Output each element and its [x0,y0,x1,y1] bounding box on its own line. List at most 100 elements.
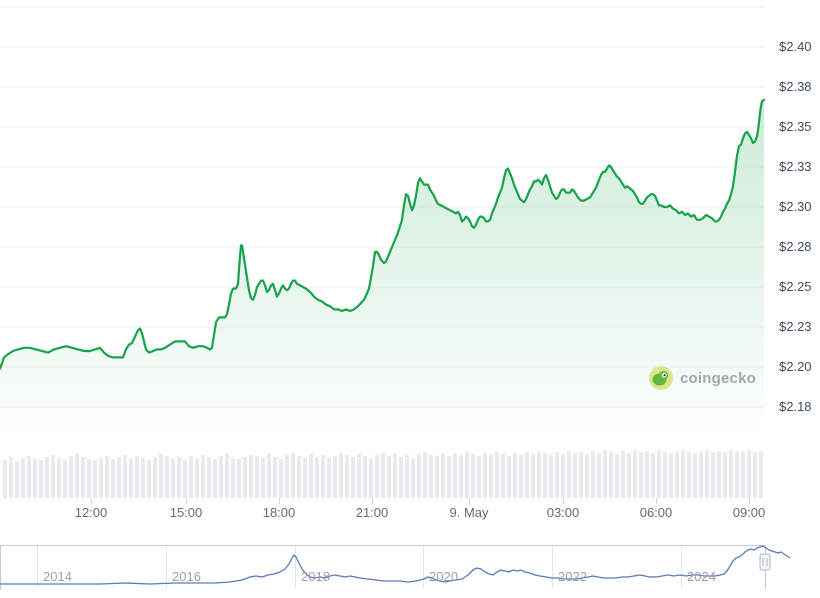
volume-bar [333,456,337,498]
time-axis-label: 03:00 [546,505,580,520]
time-axis-label: 09:00 [732,505,766,520]
volume-bar [21,458,25,498]
navigator-series-line [0,545,791,585]
time-axis-label: 9. May [449,505,489,520]
volume-bar [3,460,7,498]
volume-bar [201,455,205,498]
volume-bar [441,454,445,498]
volume-bar [681,450,685,498]
volume-bar [591,451,595,498]
volume-bar [159,454,163,498]
navigator-year-label: 2024 [687,569,716,584]
volume-bar [303,458,307,498]
volume-bar [243,457,247,498]
volume-bar [171,459,175,498]
volume-bar [579,452,583,498]
time-axis-label: 06:00 [639,505,673,520]
volume-bar [111,459,115,498]
navigator-handle[interactable] [759,553,771,571]
volume-bar [237,459,241,498]
volume-bar [345,455,349,498]
volume-bar [501,454,505,498]
volume-bar [507,456,511,498]
volume-bar [255,456,259,498]
price-axis-label: $2.30 [779,199,812,214]
price-axis-label: $2.23 [779,319,812,334]
volume-bar [567,451,571,498]
volume-bar [423,452,427,498]
volume-bar [105,456,109,498]
price-axis-label: $2.28 [779,239,812,254]
volume-bar [183,460,187,498]
volume-bar [525,452,529,498]
volume-bar [45,457,49,498]
volume-bar [729,450,733,498]
volume-bar [717,451,721,498]
volume-bar [267,454,271,498]
volume-bar [327,458,331,498]
volume-bar [543,453,547,498]
volume-bar [561,454,565,498]
volume-bar [381,453,385,498]
volume-bar [363,456,367,498]
price-axis-label: $2.40 [779,39,812,54]
volume-bar [615,454,619,498]
volume-bar [675,451,679,498]
volume-bar [279,459,283,498]
volume-bar [369,458,373,498]
navigator-year-label: 2016 [172,569,201,584]
price-line [0,98,766,370]
volume-bar [609,452,613,498]
volume-bar [435,456,439,498]
time-axis-label: 21:00 [355,505,389,520]
price-axis-label: $2.35 [779,119,812,134]
volume-bar [129,458,133,498]
volume-bar [405,455,409,498]
time-axis-label: 18:00 [262,505,296,520]
navigator-year-label: 2014 [43,569,72,584]
volume-bar [597,453,601,498]
volume-bar [573,453,577,498]
volume-bar [249,455,253,498]
volume-bar [231,458,235,498]
volume-bar [399,457,403,498]
volume-bar [417,454,421,498]
volume-bar [753,452,757,498]
volume-bar [141,458,145,498]
volume-bar [741,451,745,498]
volume-bar [459,455,463,498]
volume-bar [99,458,103,498]
volume-bar [15,461,19,498]
volume-bar [687,452,691,498]
volume-bar [453,453,457,498]
price-axis-label: $2.20 [779,359,812,374]
volume-bar [69,456,73,498]
price-axis-label: $2.38 [779,79,812,94]
volume-bar [483,453,487,498]
volume-bar [471,454,475,498]
volume-bar [531,454,535,498]
volume-bar [27,456,31,498]
volume-bar [87,459,91,498]
volume-bar [603,450,607,498]
time-axis-label: 12:00 [74,505,108,520]
volume-bar [195,458,199,498]
volume-bar [165,456,169,498]
volume-bar [747,450,751,498]
volume-bar [627,453,631,498]
volume-bar [393,454,397,498]
volume-bar [219,456,223,498]
volume-bar [9,457,13,498]
volume-bar [489,455,493,498]
coingecko-watermark-text: coingecko [680,369,756,387]
volume-bar [213,459,217,498]
volume-bar [693,453,697,498]
coingecko-watermark[interactable]: coingecko [649,366,756,390]
volume-bar [291,453,295,498]
volume-bar [513,453,517,498]
volume-bar [273,457,277,498]
volume-bar [351,457,355,498]
volume-bar [735,451,739,498]
